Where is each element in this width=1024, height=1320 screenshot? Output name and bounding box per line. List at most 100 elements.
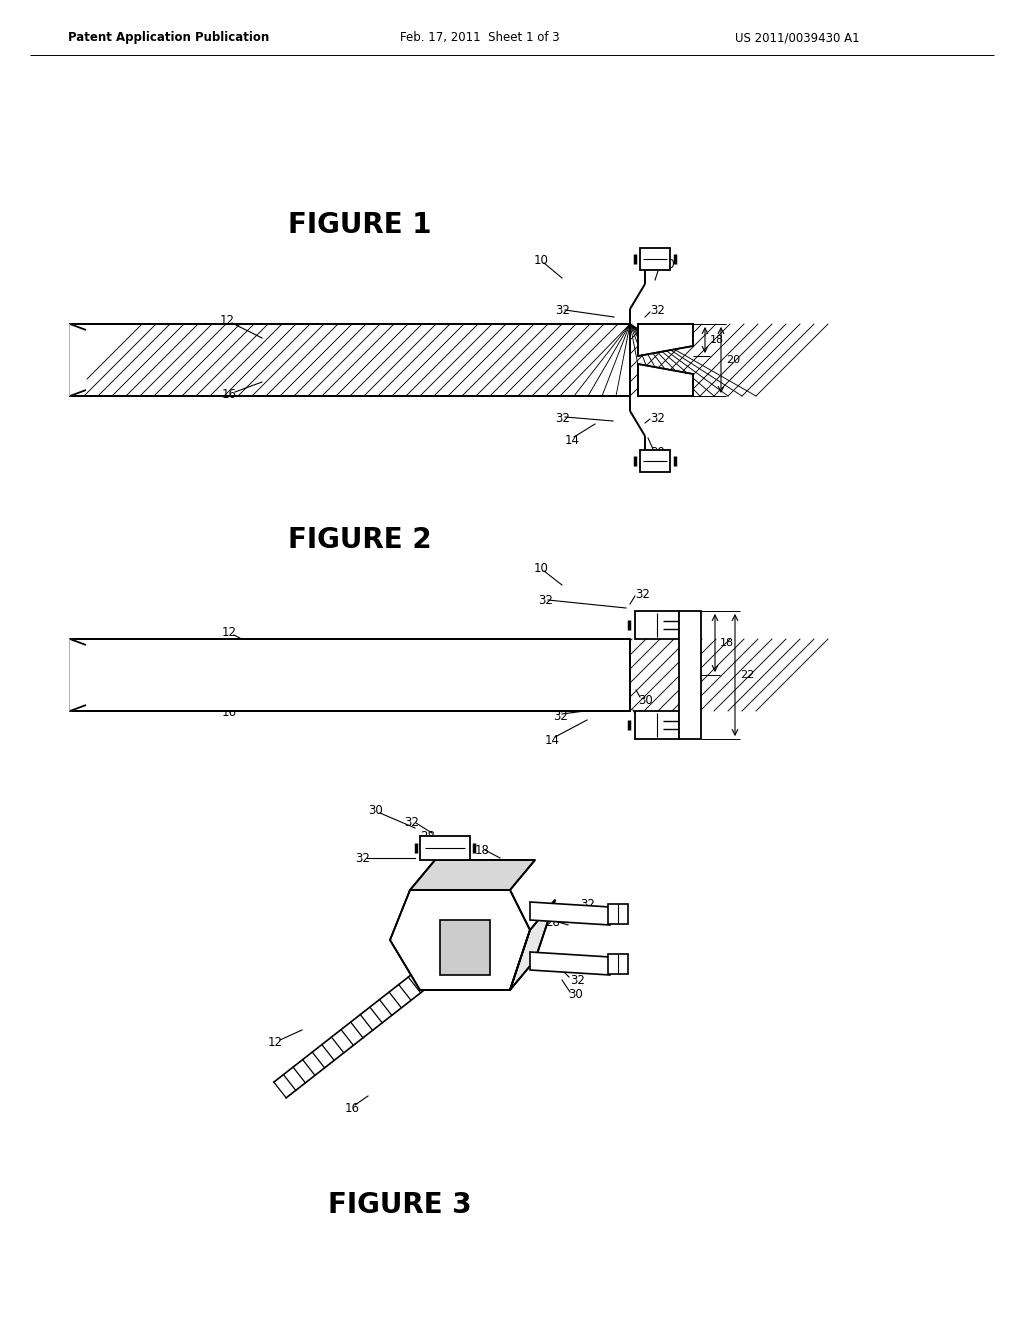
Text: 32: 32 xyxy=(580,899,595,912)
Bar xyxy=(70,323,630,396)
Bar xyxy=(70,323,630,396)
Bar xyxy=(70,323,630,396)
Bar xyxy=(70,323,630,396)
Bar xyxy=(70,323,630,396)
Text: 20: 20 xyxy=(726,355,740,366)
Polygon shape xyxy=(638,323,693,356)
Bar xyxy=(608,954,628,974)
Text: 12: 12 xyxy=(220,314,234,326)
Text: FIGURE 3: FIGURE 3 xyxy=(328,1191,472,1218)
Text: 14: 14 xyxy=(545,734,560,747)
Bar xyxy=(70,639,630,711)
Bar xyxy=(70,323,630,396)
Bar xyxy=(70,323,630,396)
Text: 32: 32 xyxy=(650,412,665,425)
Polygon shape xyxy=(70,323,86,396)
Bar xyxy=(70,323,630,396)
Bar xyxy=(70,323,630,396)
Bar xyxy=(70,323,630,396)
Bar xyxy=(70,323,630,396)
Bar xyxy=(640,248,670,271)
Text: 30: 30 xyxy=(650,446,665,458)
Text: 18: 18 xyxy=(720,638,734,648)
Bar xyxy=(70,323,630,396)
Bar xyxy=(70,323,630,396)
Text: 28: 28 xyxy=(420,830,435,843)
Text: 30: 30 xyxy=(660,259,675,272)
Text: 32: 32 xyxy=(538,594,553,606)
Bar xyxy=(70,323,630,396)
Text: 32: 32 xyxy=(355,851,370,865)
Bar xyxy=(608,904,628,924)
Text: 32: 32 xyxy=(635,587,650,601)
Polygon shape xyxy=(530,902,610,925)
Bar xyxy=(70,323,630,396)
Bar xyxy=(70,323,630,396)
Bar xyxy=(70,323,630,396)
Bar xyxy=(70,323,630,396)
Bar xyxy=(70,323,630,396)
Text: 32: 32 xyxy=(555,412,570,425)
Bar xyxy=(70,323,630,396)
Text: 32: 32 xyxy=(553,710,568,722)
Text: 32: 32 xyxy=(650,304,665,317)
Bar xyxy=(640,450,670,473)
Text: 32: 32 xyxy=(638,710,653,722)
Text: 18: 18 xyxy=(475,843,489,857)
Bar xyxy=(70,323,630,396)
Bar xyxy=(70,323,630,396)
Text: US 2011/0039430 A1: US 2011/0039430 A1 xyxy=(735,32,859,45)
Polygon shape xyxy=(510,900,555,990)
Bar xyxy=(70,323,630,396)
Bar xyxy=(635,711,679,739)
Text: 18: 18 xyxy=(710,335,724,345)
Bar xyxy=(70,323,630,396)
Bar xyxy=(70,323,630,396)
Text: 32: 32 xyxy=(404,817,419,829)
Bar xyxy=(70,323,630,396)
Bar xyxy=(70,639,630,711)
Text: 30: 30 xyxy=(368,804,383,817)
Bar xyxy=(70,323,630,396)
Bar xyxy=(70,323,630,396)
Text: 32: 32 xyxy=(555,304,570,317)
Text: 12: 12 xyxy=(268,1035,283,1048)
Bar xyxy=(70,323,630,396)
Bar xyxy=(70,323,630,396)
Bar xyxy=(70,323,630,396)
Text: 16: 16 xyxy=(345,1101,360,1114)
Text: 10: 10 xyxy=(534,561,549,574)
Bar xyxy=(70,323,630,396)
Bar xyxy=(70,323,630,396)
Bar xyxy=(70,323,630,396)
Polygon shape xyxy=(638,364,693,396)
Bar xyxy=(70,323,630,396)
Polygon shape xyxy=(530,952,610,975)
Bar xyxy=(70,323,630,396)
Text: 28: 28 xyxy=(545,916,560,928)
Text: Patent Application Publication: Patent Application Publication xyxy=(68,32,269,45)
Bar xyxy=(70,323,630,396)
Text: 30: 30 xyxy=(568,989,583,1002)
Text: 22: 22 xyxy=(740,671,755,680)
Bar xyxy=(679,611,701,739)
Text: 32: 32 xyxy=(570,974,585,986)
Bar xyxy=(70,323,630,396)
Text: 12: 12 xyxy=(222,626,237,639)
Bar xyxy=(70,323,630,396)
Bar xyxy=(635,611,679,639)
Bar xyxy=(70,323,630,396)
Text: Feb. 17, 2011  Sheet 1 of 3: Feb. 17, 2011 Sheet 1 of 3 xyxy=(400,32,560,45)
Text: 14: 14 xyxy=(565,433,580,446)
Bar xyxy=(70,323,630,396)
Bar xyxy=(70,323,630,396)
Bar xyxy=(70,323,630,396)
Bar xyxy=(420,836,470,861)
Text: 16: 16 xyxy=(222,388,237,401)
Text: 30: 30 xyxy=(638,693,652,706)
Text: 16: 16 xyxy=(222,705,237,718)
Text: 24: 24 xyxy=(475,899,490,912)
Bar xyxy=(440,920,490,975)
Polygon shape xyxy=(410,861,535,890)
Bar xyxy=(70,323,630,396)
